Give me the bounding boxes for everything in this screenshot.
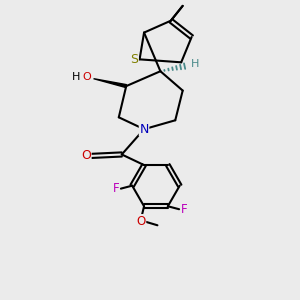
Text: H: H	[72, 72, 80, 82]
Text: N: N	[140, 123, 149, 136]
Text: F: F	[181, 203, 188, 216]
Text: O: O	[82, 72, 91, 82]
Text: O: O	[136, 214, 146, 228]
Text: O: O	[81, 149, 91, 162]
Text: S: S	[130, 53, 138, 66]
Polygon shape	[94, 79, 127, 88]
Text: H: H	[190, 59, 199, 69]
Text: F: F	[112, 182, 119, 195]
